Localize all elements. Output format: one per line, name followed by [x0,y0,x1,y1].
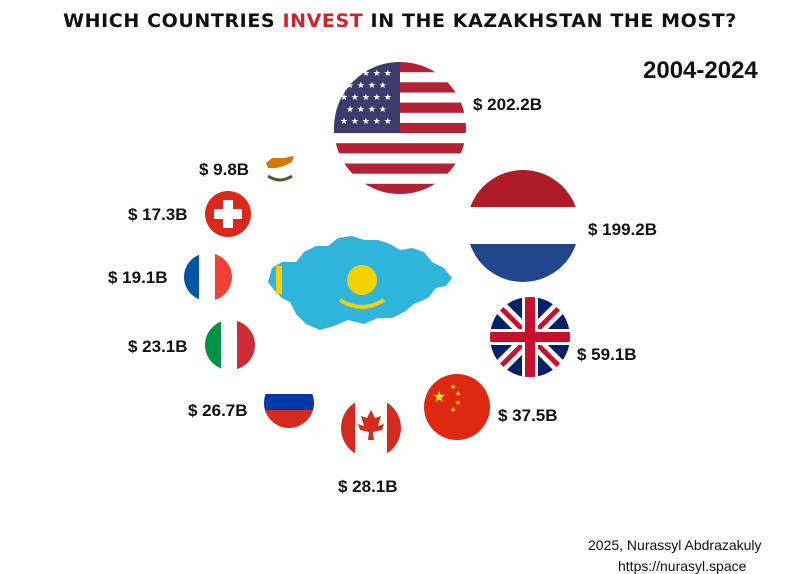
credit-url: https://nurasyl.space [618,558,747,574]
maple-leaf-icon [358,410,384,440]
value-label-france: $ 19.1B [108,268,168,287]
credit-author: 2025, Nurassyl Abdrazakuly [588,537,762,553]
usa-flag: ★ ★ ★ ★ ★ ★ ★ ★ ★ ★ ★ ★ ★ ★ ★ ★ ★ ★ ★ ★ … [334,62,466,194]
svg-text:★: ★ [450,383,456,391]
cyprus-flag [258,148,302,192]
svg-text:★ ★ ★ ★: ★ ★ ★ ★ [346,105,387,115]
italy-flag [205,320,255,370]
svg-text:★ ★ ★ ★ ★: ★ ★ ★ ★ ★ [340,117,392,127]
netherlands-flag [467,170,579,282]
title-suffix: IN THE KAZAKHSTAN THE MOST? [363,10,737,32]
svg-text:★ ★ ★ ★: ★ ★ ★ ★ [346,81,387,91]
svg-text:★ ★ ★ ★ ★: ★ ★ ★ ★ ★ [340,69,392,79]
value-label-italy: $ 23.1B [128,337,188,356]
period-label: 2004-2024 [643,57,758,84]
france-flag [184,253,232,301]
svg-text:★: ★ [455,399,461,407]
svg-text:★: ★ [432,387,446,406]
title-highlight: INVEST [282,10,364,32]
russia-flag [264,378,314,428]
uk-flag [490,297,570,377]
ornament-stripe [276,266,282,294]
chart-title: WHICH COUNTRIES INVEST IN THE KAZAKHSTAN… [0,10,800,32]
svg-text:★: ★ [455,390,461,398]
sun-icon [347,265,377,295]
svg-text:★ ★ ★ ★ ★: ★ ★ ★ ★ ★ [340,93,392,103]
switzerland-flag [205,191,251,237]
value-label-netherlands: $ 199.2B [588,220,657,239]
kazakhstan-map-icon [268,236,452,330]
value-label-uk: $ 59.1B [577,345,637,364]
china-flag: ★ ★ ★ ★ ★ [424,374,490,440]
canada-flag [341,398,401,458]
title-prefix: WHICH COUNTRIES [63,10,283,32]
value-label-cyprus: $ 9.8B [199,160,250,179]
value-label-russia: $ 26.7B [188,401,248,420]
value-label-canada: $ 28.1B [338,477,398,496]
value-label-china: $ 37.5B [498,406,558,425]
svg-text:★: ★ [450,406,456,414]
value-label-usa: $ 202.2B [473,95,542,114]
value-label-switzerland: $ 17.3B [128,205,188,224]
